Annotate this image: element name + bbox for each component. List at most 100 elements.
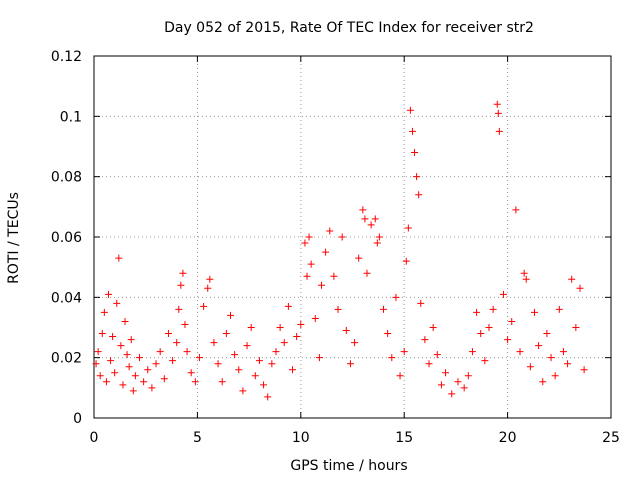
data-point <box>512 206 520 214</box>
data-point <box>293 333 301 341</box>
data-point <box>454 378 462 386</box>
data-point <box>516 348 524 356</box>
data-point <box>94 348 102 356</box>
data-point <box>251 372 259 380</box>
data-point <box>494 109 502 117</box>
data-point <box>131 372 139 380</box>
data-point <box>247 324 255 331</box>
data-point <box>448 390 456 398</box>
data-point <box>204 284 212 292</box>
data-point <box>559 348 567 356</box>
data-point <box>98 330 106 338</box>
data-point <box>260 381 268 389</box>
data-point <box>460 384 468 392</box>
data-point <box>191 378 199 386</box>
data-point <box>477 330 485 338</box>
data-point <box>402 257 410 265</box>
data-point <box>359 206 367 214</box>
data-point <box>526 363 534 371</box>
data-point <box>104 290 112 298</box>
data-point <box>102 378 110 386</box>
data-point <box>535 342 543 350</box>
x-tick-label: 15 <box>395 430 413 446</box>
data-point <box>231 351 239 359</box>
data-point <box>113 299 121 307</box>
data-point <box>572 324 580 331</box>
x-axis-ticks: 0 5 10 15 20 25 <box>90 56 620 446</box>
data-point <box>392 293 400 301</box>
data-point <box>408 127 416 135</box>
data-point <box>547 354 555 362</box>
x-tick-label: 25 <box>602 430 620 446</box>
data-point <box>473 308 481 316</box>
data-point <box>187 369 195 377</box>
data-point <box>442 369 450 377</box>
x-tick-label: 20 <box>499 430 517 446</box>
data-point <box>226 311 234 319</box>
data-point <box>160 375 168 383</box>
data-point <box>361 215 369 223</box>
data-point <box>322 248 330 256</box>
data-point <box>107 357 115 365</box>
data-point <box>367 221 375 229</box>
data-point <box>175 305 183 313</box>
data-point <box>334 305 342 313</box>
data-point <box>508 317 516 325</box>
x-tick-label: 0 <box>90 430 99 446</box>
data-point <box>297 320 305 328</box>
data-point <box>129 387 137 395</box>
data-point <box>152 360 160 368</box>
data-point <box>169 357 177 365</box>
data-point <box>338 233 346 241</box>
data-point <box>485 324 493 331</box>
data-point <box>127 336 135 344</box>
data-point <box>564 360 572 368</box>
x-tick-label: 5 <box>193 430 202 446</box>
data-point <box>421 336 429 344</box>
data-point <box>311 314 319 322</box>
data-point <box>280 339 288 347</box>
data-point <box>183 348 191 356</box>
data-point <box>530 308 538 316</box>
data-point <box>580 366 588 374</box>
y-tick-label: 0.06 <box>51 230 82 246</box>
data-point <box>135 354 143 362</box>
data-point <box>489 305 497 313</box>
data-point <box>464 372 472 380</box>
data-point <box>96 372 104 380</box>
y-tick-label: 0.04 <box>51 290 82 306</box>
data-point <box>417 299 425 307</box>
data-point <box>206 275 214 283</box>
grid-lines <box>94 56 611 418</box>
data-point <box>264 393 272 401</box>
data-point <box>179 269 187 277</box>
data-point <box>222 330 230 338</box>
data-point <box>380 305 388 313</box>
data-point <box>539 378 547 386</box>
data-point <box>210 339 218 347</box>
data-point <box>289 366 297 374</box>
chart-title: Day 052 of 2015, Rate Of TEC Index for r… <box>164 20 534 36</box>
data-point <box>493 100 501 108</box>
data-point <box>404 224 412 232</box>
data-point <box>351 339 359 347</box>
data-point <box>342 327 350 335</box>
data-point <box>125 363 133 371</box>
data-point <box>555 305 563 313</box>
data-point <box>388 354 396 362</box>
data-point <box>303 272 311 280</box>
data-point <box>144 366 152 374</box>
data-point <box>406 106 414 114</box>
x-axis-label: GPS time / hours <box>290 458 407 474</box>
y-tick-label: 0.08 <box>51 170 82 186</box>
data-point <box>522 275 530 283</box>
data-point <box>301 239 309 247</box>
data-point <box>315 354 323 362</box>
data-point <box>173 339 181 347</box>
data-point <box>164 330 172 338</box>
data-point <box>123 351 131 359</box>
data-point <box>177 281 185 289</box>
y-axis-label: ROTI / TECUs <box>6 192 22 284</box>
